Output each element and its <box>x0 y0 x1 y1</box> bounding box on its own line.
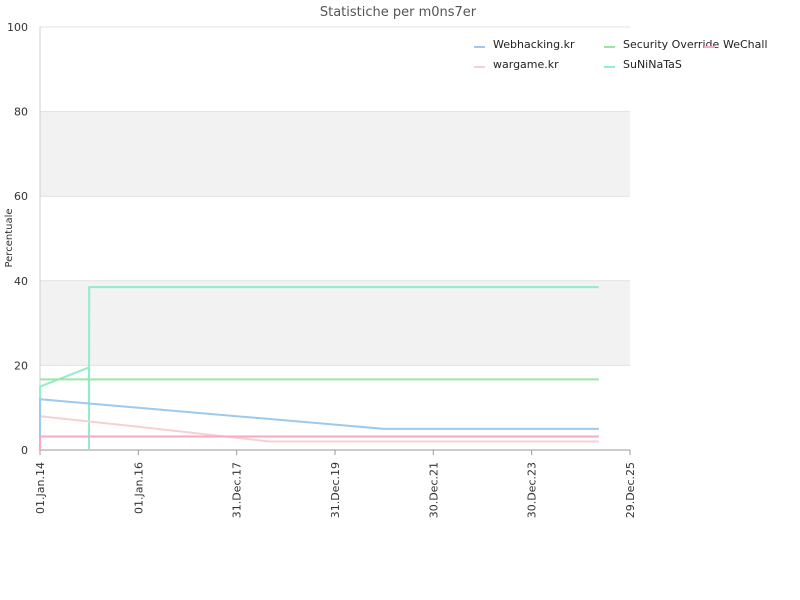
y-tick-label: 60 <box>14 190 28 203</box>
series-line-wargame-kr <box>39 415 599 443</box>
series-line-suninatas <box>39 286 599 451</box>
x-tick-label: 30.Dec.21 <box>427 462 440 518</box>
y-axis-title: Percentuale <box>4 208 15 267</box>
legend: Webhacking.kr Security Override WeChall war… <box>474 38 768 71</box>
legend-label-wargame-kr: wargame.kr <box>493 58 559 71</box>
y-tick-label: 80 <box>14 106 28 119</box>
grid-bands <box>40 111 630 366</box>
x-tick-label: 31.Dec.19 <box>329 462 342 518</box>
y-tick-label: 100 <box>7 21 28 34</box>
x-tick-label: 29.Dec.25 <box>624 462 637 518</box>
x-tick-label: 01.Jan.14 <box>34 462 47 514</box>
legend-label-wechall: WeChall <box>723 38 768 51</box>
x-tick-label: 31.Dec.17 <box>231 462 244 518</box>
series-line-webhacking-kr <box>39 398 599 451</box>
grid-band <box>40 280 630 366</box>
axes <box>39 27 630 451</box>
legend-label-webhacking-kr: Webhacking.kr <box>493 38 575 51</box>
x-tick-label: 01.Jan.16 <box>132 462 145 514</box>
legend-label-security-override: Security Override <box>623 38 719 51</box>
y-tick-label: 40 <box>14 275 28 288</box>
series-line-wechall <box>39 435 599 451</box>
legend-label-suninatas: SuNiNaTaS <box>623 58 682 71</box>
grid-band <box>40 111 630 197</box>
y-tick-label: 0 <box>21 444 28 457</box>
chart-title: Statistiche per m0ns7er <box>320 5 477 20</box>
y-tick-label: 20 <box>14 359 28 372</box>
x-tick-label: 30.Dec.23 <box>526 462 539 518</box>
grid-lines <box>40 26 630 451</box>
x-axis-ticks: 01.Jan.14 01.Jan.16 31.Dec.17 31.Dec.19 30.D… <box>34 450 637 518</box>
y-axis-ticks: 0 20 40 60 80 100 <box>7 21 28 457</box>
series-lines <box>39 286 599 451</box>
